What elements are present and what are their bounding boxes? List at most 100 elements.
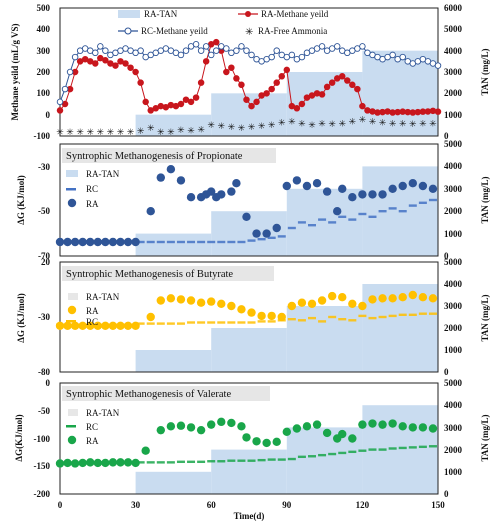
rc-point <box>398 210 407 213</box>
tick-label: -200 <box>34 489 51 499</box>
ra-point <box>292 176 302 185</box>
rc-methane-point <box>192 41 200 48</box>
ra-methane-point <box>238 81 245 89</box>
legend-swatch-rc <box>66 188 76 191</box>
panel-methane: ✳ ✳ ✳ ✳ ✳ ✳ ✳ ✳ ✳ ✳ ✳ ✳ ✳ ✳ ✳ ✳ ✳ ✳ ✳ ✳ ✳ ✳ ✳ ✳ ✳ ✳ ✳ ✳ ✳ ✳ ✳ ✳ ✳ ✳ ✳ ✳ ✳ ✳ 5… <box>10 3 490 141</box>
ra-methane-point <box>318 91 326 98</box>
legend-label: RC-Methane yeild <box>141 26 208 36</box>
rc-point <box>126 323 135 326</box>
rc-point <box>308 224 316 227</box>
tick-label: 90 <box>282 500 292 510</box>
rc-point <box>176 322 185 325</box>
legend-label: RA-Methane yeild <box>261 9 329 19</box>
ra-point <box>262 438 271 448</box>
ammonia-point: ✳ <box>328 119 336 129</box>
ammonia-point: ✳ <box>379 118 387 128</box>
ra-point <box>388 294 397 303</box>
ra-point <box>108 458 118 467</box>
ra-point <box>207 187 216 196</box>
rc-point <box>308 455 316 458</box>
ra-point <box>428 294 438 303</box>
ra-point <box>131 237 140 247</box>
tan-step <box>362 50 438 136</box>
rc-methane-point <box>71 53 79 61</box>
ra-methane-point <box>127 64 134 71</box>
ammonia-point: ✳ <box>117 127 125 137</box>
ra-point <box>358 301 367 311</box>
rc-methane-point <box>66 68 74 76</box>
tick-label: -50 <box>38 206 50 216</box>
ra-point <box>247 308 256 317</box>
ra-point <box>348 193 357 202</box>
ra-point <box>227 187 236 196</box>
ra-methane-point <box>323 83 331 91</box>
rc-methane-point <box>233 47 240 54</box>
ra-point <box>186 423 196 432</box>
tick-label: 150 <box>431 500 445 510</box>
rc-point <box>166 461 175 464</box>
rc-point <box>297 221 306 224</box>
rc-point <box>428 198 437 202</box>
rc-methane-point <box>177 51 185 59</box>
rc-methane-point <box>56 98 64 106</box>
tick-label: 0 <box>444 489 449 499</box>
ra-point <box>93 237 103 247</box>
tick-label: -100 <box>34 434 51 444</box>
legend-label: RC <box>86 317 98 327</box>
ammonia-point: ✳ <box>157 127 165 137</box>
ra-point <box>146 312 155 322</box>
rc-point <box>418 312 427 315</box>
tan-step <box>211 449 287 494</box>
rc-methane-point <box>288 51 296 59</box>
ra-methane-point <box>268 85 275 93</box>
rc-point <box>408 313 417 316</box>
ammonia-point: ✳ <box>137 126 145 136</box>
rc-point <box>418 201 427 204</box>
ammonia-point: ✳ <box>97 127 105 137</box>
legend: RA-TAN RC RA <box>66 408 120 446</box>
tick-label: 5000 <box>444 24 463 34</box>
rc-point <box>237 459 246 462</box>
tick-label: -70 <box>38 251 50 261</box>
ra-point <box>166 165 176 174</box>
ra-point <box>257 311 266 321</box>
ra-point <box>176 176 186 185</box>
ra-methane-point <box>273 79 280 86</box>
rc-point <box>277 458 286 461</box>
y-axis-title-left: ΔG (KJ/mol) <box>16 293 26 342</box>
tan-step <box>135 350 212 372</box>
rc-point <box>338 451 347 455</box>
rc-point <box>197 240 206 244</box>
ra-methane-point <box>137 79 144 86</box>
ra-methane-point <box>243 96 250 103</box>
rc-point <box>187 460 196 464</box>
rc-point <box>388 207 397 210</box>
tick-label: 60 <box>207 500 217 510</box>
ra-point <box>368 190 377 199</box>
legend: RA-TAN RA-Methane yeild RC-Methane yeild… <box>118 9 329 38</box>
ra-point <box>252 229 261 238</box>
ammonia-point: ✳ <box>197 125 205 135</box>
ra-point <box>217 417 226 427</box>
rc-point <box>368 316 377 320</box>
ra-methane-point <box>253 98 260 106</box>
tick-label: 4000 <box>444 161 463 171</box>
panel-title: Syntrophic Methanogenesis of Propionate <box>66 151 243 162</box>
ra-methane-point <box>354 85 361 93</box>
ra-point <box>348 299 357 308</box>
rc-point <box>358 314 367 318</box>
ra-methane-point <box>233 75 240 82</box>
ra-point <box>78 237 87 247</box>
tick-label: 0 <box>444 367 449 377</box>
rc-point <box>428 312 437 315</box>
y-axis-left: -30 -50 -70 <box>38 162 50 261</box>
ra-methane-point <box>328 79 336 86</box>
legend-marker <box>245 11 251 17</box>
tan-step <box>135 471 212 494</box>
rc-methane-point <box>182 47 190 54</box>
rc-point <box>287 457 296 461</box>
ra-point <box>262 229 271 238</box>
rc-methane-point <box>248 51 255 59</box>
ra-point <box>272 223 281 233</box>
rc-methane-point <box>318 43 326 50</box>
